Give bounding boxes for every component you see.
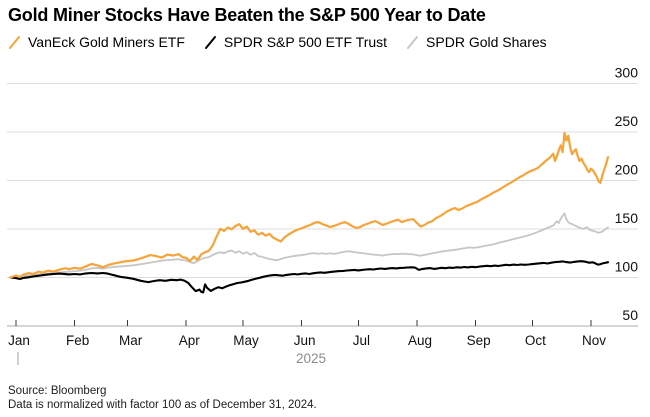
chart-title: Gold Miner Stocks Have Beaten the S&P 50…: [8, 5, 486, 25]
legend-label: SPDR S&P 500 ETF Trust: [223, 34, 388, 50]
gray-slash-icon: [407, 35, 419, 49]
legend-item-vaneck-gold-miners-etf: VanEck Gold Miners ETF: [8, 34, 185, 50]
y-axis-label-200: 200: [615, 161, 639, 177]
year-label: 2025: [296, 351, 326, 366]
x-axis-label-may: May: [233, 333, 259, 348]
y-axis-label-50: 50: [622, 307, 638, 323]
x-axis-label-jun: Jun: [294, 333, 316, 348]
x-axis-label-mar: Mar: [119, 333, 143, 348]
x-axis-label-jul: Jul: [353, 333, 370, 348]
legend-item-spdr-gold-shares: SPDR Gold Shares: [406, 34, 547, 50]
orange-slash-icon: [9, 35, 20, 49]
y-axis-label-100: 100: [615, 258, 639, 274]
series-line-spdr-gold-shares: [9, 212, 609, 279]
x-axis-label-sep: Sep: [467, 333, 491, 348]
legend-label: VanEck Gold Miners ETF: [28, 34, 185, 50]
source-note: Source: Bloomberg: [8, 385, 107, 397]
x-axis-label-feb: Feb: [66, 333, 89, 348]
x-axis-label-oct: Oct: [525, 333, 546, 348]
x-axis-label-jan: Jan: [8, 333, 30, 348]
y-axis-label-300: 300: [615, 64, 639, 80]
y-axis-label-150: 150: [615, 210, 639, 226]
black-slash-icon: [204, 35, 216, 49]
legend-label: SPDR Gold Shares: [426, 34, 547, 50]
y-axis-label-250: 250: [615, 113, 639, 129]
x-axis-label-aug: Aug: [408, 333, 432, 348]
x-axis-label-nov: Nov: [582, 333, 606, 348]
chart-footer: Source: Bloomberg Data is normalized wit…: [8, 385, 317, 412]
x-axis-label-apr: Apr: [179, 333, 201, 348]
normalization-note: Data is normalized with factor 100 as of…: [8, 398, 317, 411]
series-line-vaneck-gold-miners-etf: [9, 131, 610, 279]
legend-item-spdr-sp500-etf-trust: SPDR S&P 500 ETF Trust: [204, 34, 387, 50]
series-line-spdr-s-p-500-etf-trust: [9, 260, 610, 294]
legend: VanEck Gold Miners ETF SPDR S&P 500 ETF …: [8, 34, 547, 50]
